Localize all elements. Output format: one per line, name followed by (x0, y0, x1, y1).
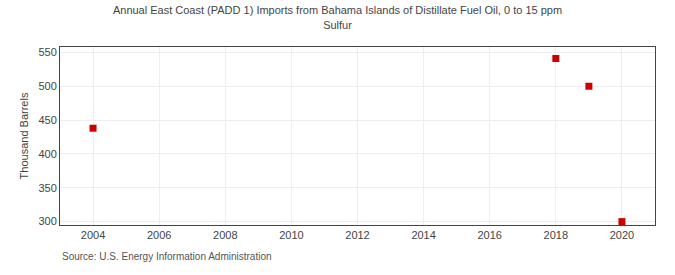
svg-text:2006: 2006 (147, 229, 171, 241)
svg-text:2018: 2018 (544, 229, 568, 241)
svg-text:2010: 2010 (279, 229, 303, 241)
svg-text:2014: 2014 (411, 229, 435, 241)
svg-text:2016: 2016 (477, 229, 501, 241)
svg-text:Annual East Coast (PADD 1) Imp: Annual East Coast (PADD 1) Imports from … (113, 4, 562, 30)
svg-text:2008: 2008 (213, 229, 237, 241)
svg-text:2004: 2004 (81, 229, 105, 241)
svg-text:400: 400 (38, 148, 56, 160)
svg-text:Source: U.S. Energy Informatio: Source: U.S. Energy Information Administ… (62, 251, 272, 262)
svg-text:450: 450 (38, 114, 56, 126)
svg-text:Thousand Barrels: Thousand Barrels (18, 92, 30, 179)
svg-text:300: 300 (38, 215, 56, 227)
svg-text:2012: 2012 (345, 229, 369, 241)
svg-text:2020: 2020 (610, 229, 634, 241)
svg-text:350: 350 (38, 182, 56, 194)
svg-text:500: 500 (38, 80, 56, 92)
svg-text:550: 550 (38, 46, 56, 58)
